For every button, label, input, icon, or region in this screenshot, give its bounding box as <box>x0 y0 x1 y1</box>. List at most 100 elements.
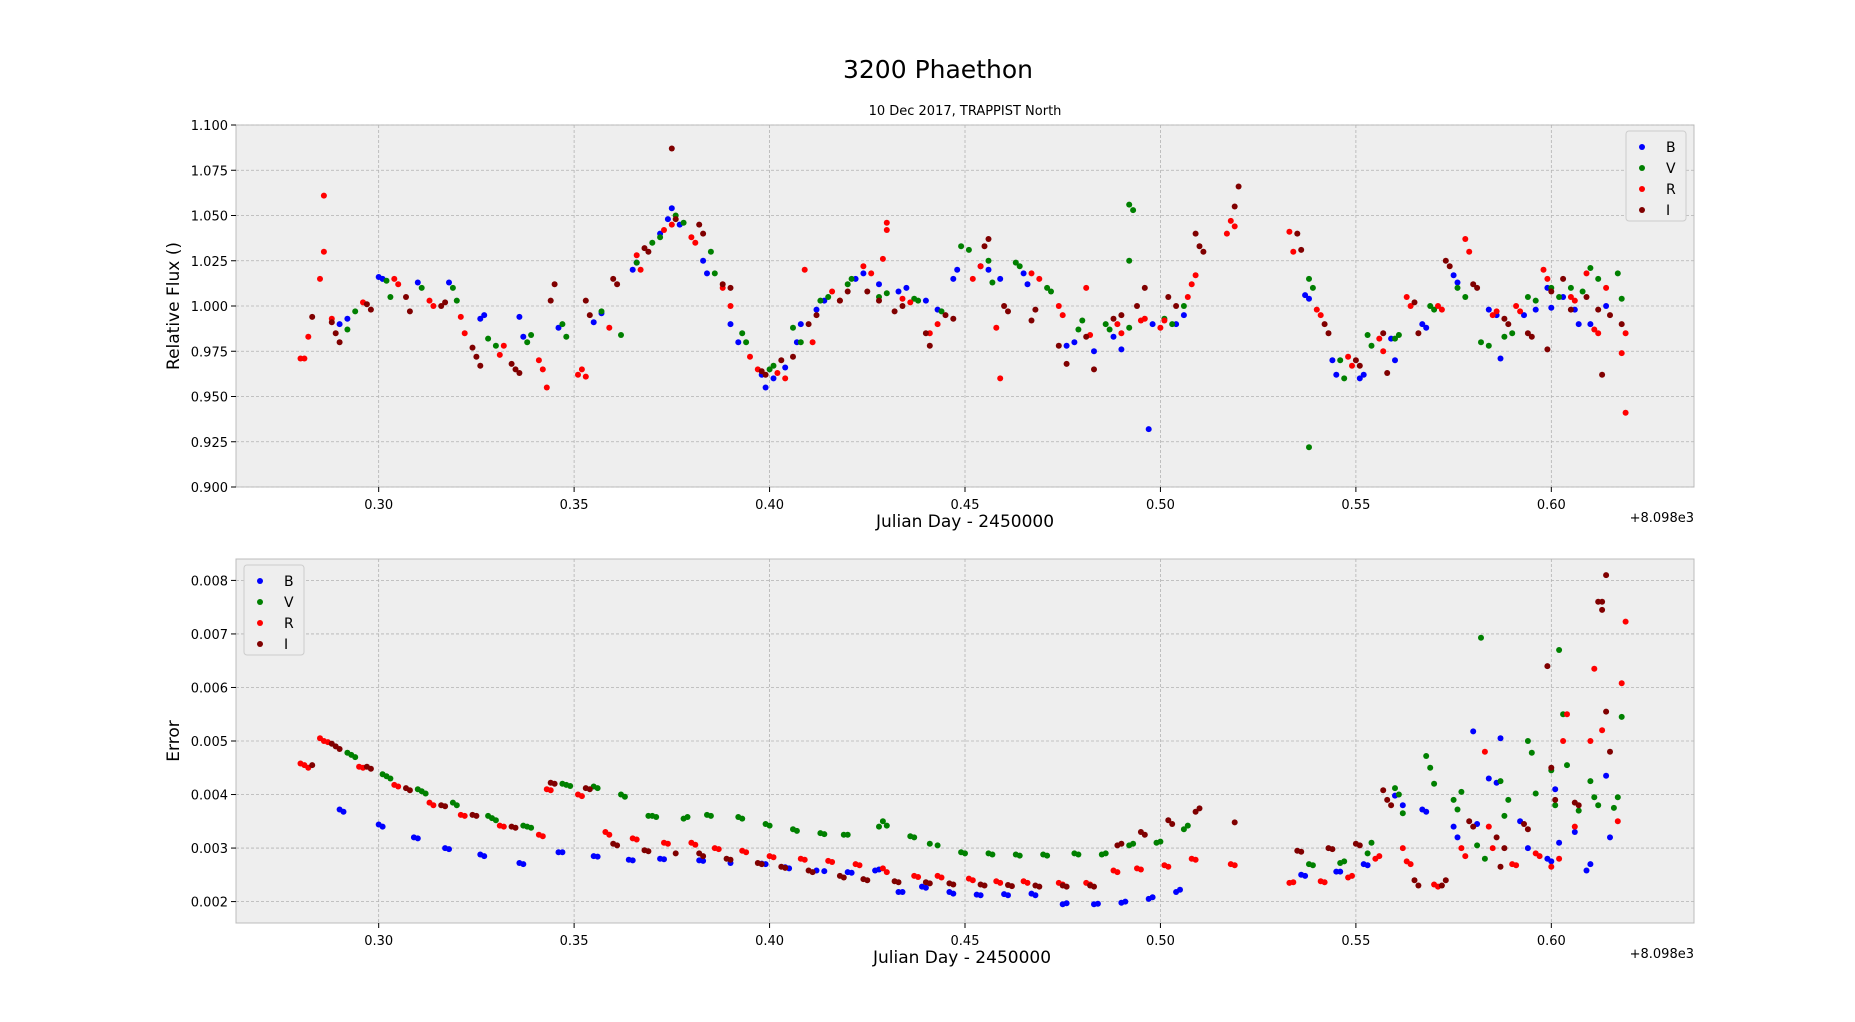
flux-plot-point-B <box>1419 321 1426 328</box>
flux-plot-point-V <box>1579 288 1586 295</box>
error-plot-point-R <box>1462 853 1469 860</box>
flux-plot-point-V <box>883 290 890 297</box>
flux-plot-point-V <box>1309 284 1316 291</box>
error-plot-point-R <box>1556 855 1563 862</box>
flux-plot-point-R <box>1595 330 1602 337</box>
flux-plot-point-R <box>692 239 699 246</box>
error-plot-point-R <box>1192 856 1199 863</box>
error-plot-point-I <box>1196 805 1203 812</box>
flux-plot-point-V <box>680 219 687 226</box>
error-plot-point-V <box>1102 850 1109 857</box>
error-plot-point-V <box>879 818 886 825</box>
error-plot-point-R <box>461 812 468 819</box>
error-plot-point-B <box>1587 861 1594 868</box>
flux-plot-point-I <box>1091 366 1097 373</box>
flux-plot-point-I <box>1528 333 1535 340</box>
flux-plot-point-V <box>1341 375 1348 382</box>
error-plot-point-V <box>528 824 535 831</box>
error-plot-point-I <box>406 787 413 794</box>
error-plot-point-R <box>1560 738 1567 744</box>
flux-plot-point-R <box>606 324 613 331</box>
flux-plot-point-R <box>1188 281 1195 288</box>
flux-plot-point-V <box>1587 265 1594 271</box>
flux-plot-point-V <box>848 275 855 282</box>
flux-plot-legend-marker-R <box>1639 186 1645 192</box>
error-plot-point-R <box>1564 711 1570 718</box>
flux-plot-point-R <box>661 227 667 233</box>
flux-plot-point-I <box>790 353 796 360</box>
flux-plot-point-R <box>1290 248 1297 255</box>
error-plot-point-I <box>1493 834 1500 841</box>
flux-plot-point-V <box>1478 339 1484 346</box>
flux-plot-point-I <box>668 145 675 152</box>
error-plot-point-V <box>1184 822 1191 829</box>
flux-plot-legend-label-B: B <box>1666 140 1676 156</box>
flux-plot-point-R <box>301 355 308 362</box>
flux-plot-point-V <box>1368 342 1375 349</box>
error-plot-point-R <box>1571 823 1578 830</box>
error-plot-ytick-label: 0.002 <box>191 896 228 911</box>
error-plot-point-B <box>1364 862 1371 869</box>
error-plot-point-V <box>1399 810 1406 817</box>
error-plot-point-R <box>715 846 722 853</box>
flux-plot-point-B <box>1356 375 1363 382</box>
error-plot-point-R <box>1137 866 1144 873</box>
error-plot-point-B <box>1032 892 1039 899</box>
flux-plot-point-V <box>1454 284 1461 291</box>
flux-plot-point-R <box>1349 362 1355 369</box>
flux-plot-point-I <box>1200 248 1207 255</box>
error-plot-point-R <box>1591 665 1598 672</box>
error-plot-point-V <box>844 831 851 838</box>
flux-plot-legend-label-R: R <box>1666 182 1676 198</box>
error-plot-point-R <box>1489 845 1496 852</box>
error-plot-point-B <box>1583 867 1590 874</box>
flux-plot-point-I <box>1356 362 1363 369</box>
error-plot-point-V <box>684 814 691 820</box>
flux-plot-point-B <box>985 266 992 273</box>
error-plot-point-I <box>614 842 621 849</box>
flux-plot-point-I <box>1548 288 1555 295</box>
flux-plot-point-R <box>899 295 906 302</box>
error-plot-points <box>297 572 1629 908</box>
error-plot-point-V <box>1309 862 1316 869</box>
flux-plot-point-R <box>637 266 644 273</box>
error-plot-point-I <box>1470 823 1477 830</box>
flux-plot-point-I <box>1192 230 1199 237</box>
flux-plot-point-V <box>383 277 390 284</box>
flux-plot-point-B <box>1587 321 1594 328</box>
error-plot-point-R <box>1622 618 1629 625</box>
error-plot-point-V <box>653 814 660 820</box>
flux-plot-point-I <box>1001 303 1008 309</box>
flux-plot-point-I <box>1165 294 1172 300</box>
error-plot-point-V <box>1458 788 1465 795</box>
flux-plot-xtick-label: 0.30 <box>364 498 393 513</box>
error-plot-point-R <box>539 833 546 840</box>
error-plot-point-V <box>1368 839 1375 846</box>
flux-plot-point-I <box>547 297 554 304</box>
flux-plot-point-I <box>328 319 335 326</box>
error-plot-point-V <box>926 840 933 847</box>
flux-plot-point-R <box>969 275 976 282</box>
flux-plot-point-V <box>1395 332 1402 338</box>
flux-plot-point-R <box>535 357 542 364</box>
error-plot-point-V <box>1392 785 1398 792</box>
flux-plot-point-V <box>449 284 456 291</box>
flux-plot-point-R <box>1345 353 1352 360</box>
flux-plot-point-V <box>657 234 664 241</box>
flux-plot-ytick-label: 0.975 <box>191 345 228 360</box>
error-plot-point-V <box>1075 851 1082 858</box>
flux-plot-point-V <box>766 366 773 373</box>
flux-plot-point-V <box>1532 297 1539 304</box>
flux-plot-point-I <box>363 301 370 308</box>
flux-plot-point-I <box>1173 303 1180 309</box>
error-plot-point-R <box>1231 862 1238 869</box>
flux-plot-point-I <box>477 362 484 369</box>
flux-plot-point-V <box>707 248 714 255</box>
error-plot-xtick-label: 0.40 <box>755 934 784 949</box>
flux-plot-point-V <box>743 339 750 346</box>
error-plot-point-R <box>915 874 922 880</box>
flux-plot-point-R <box>1403 294 1410 300</box>
flux-plot-x-offset: +8.098e3 <box>1630 511 1694 526</box>
